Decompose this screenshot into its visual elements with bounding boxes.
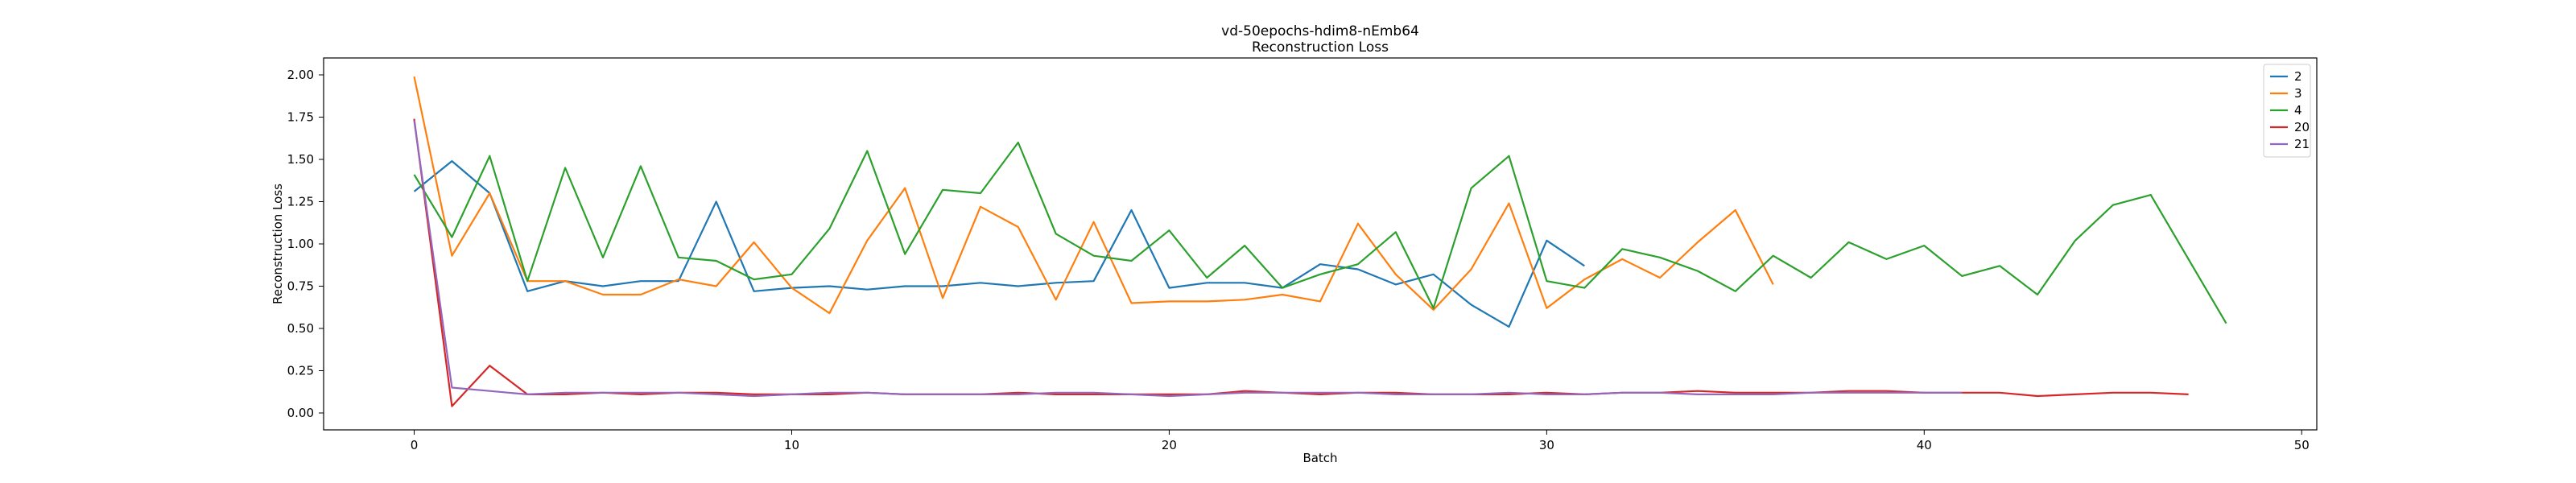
x-tick-label: 10 bbox=[784, 438, 799, 452]
x-axis: 0 10 20 30 40 50 bbox=[411, 430, 2310, 452]
y-tick-label: 0.50 bbox=[287, 321, 314, 336]
legend-label: 20 bbox=[2294, 120, 2310, 134]
legend-label: 2 bbox=[2294, 69, 2302, 84]
series-line-4 bbox=[413, 141, 2227, 324]
x-tick-label: 30 bbox=[1539, 438, 1554, 452]
x-tick-label: 20 bbox=[1162, 438, 1177, 452]
y-axis: 0.00 0.25 0.50 0.75 1.00 1.25 1.50 1.75 2.00 bbox=[287, 68, 324, 420]
y-tick-label: 1.00 bbox=[287, 237, 314, 251]
legend-label: 4 bbox=[2294, 103, 2302, 118]
x-axis-label: Batch bbox=[1302, 451, 1337, 465]
chart-title: vd-50epochs-hdim8-nEmb64 bbox=[1221, 23, 1419, 39]
chart-subtitle: Reconstruction Loss bbox=[1252, 39, 1389, 56]
legend: 2 3 4 20 21 bbox=[2263, 64, 2311, 158]
y-tick-label: 0.00 bbox=[287, 406, 314, 420]
x-tick-label: 0 bbox=[411, 438, 419, 452]
y-tick-label: 0.75 bbox=[287, 279, 314, 294]
y-tick-label: 2.00 bbox=[287, 68, 314, 82]
y-tick-label: 1.50 bbox=[287, 152, 314, 167]
y-tick-label: 0.25 bbox=[287, 364, 314, 378]
plot-frame bbox=[323, 57, 2318, 431]
y-axis-label: Reconstruction Loss bbox=[270, 184, 285, 304]
series-line-2 bbox=[413, 160, 1585, 328]
series-layer bbox=[413, 76, 2227, 407]
legend-label: 21 bbox=[2294, 137, 2310, 151]
y-tick-label: 1.75 bbox=[287, 110, 314, 125]
legend-label: 3 bbox=[2294, 86, 2302, 101]
series-line-21 bbox=[413, 120, 1963, 398]
x-tick-label: 40 bbox=[1917, 438, 1932, 452]
series-line-3 bbox=[413, 76, 1774, 315]
x-tick-label: 50 bbox=[2294, 438, 2310, 452]
y-tick-label: 1.25 bbox=[287, 195, 314, 209]
series-line-20 bbox=[413, 118, 2189, 407]
